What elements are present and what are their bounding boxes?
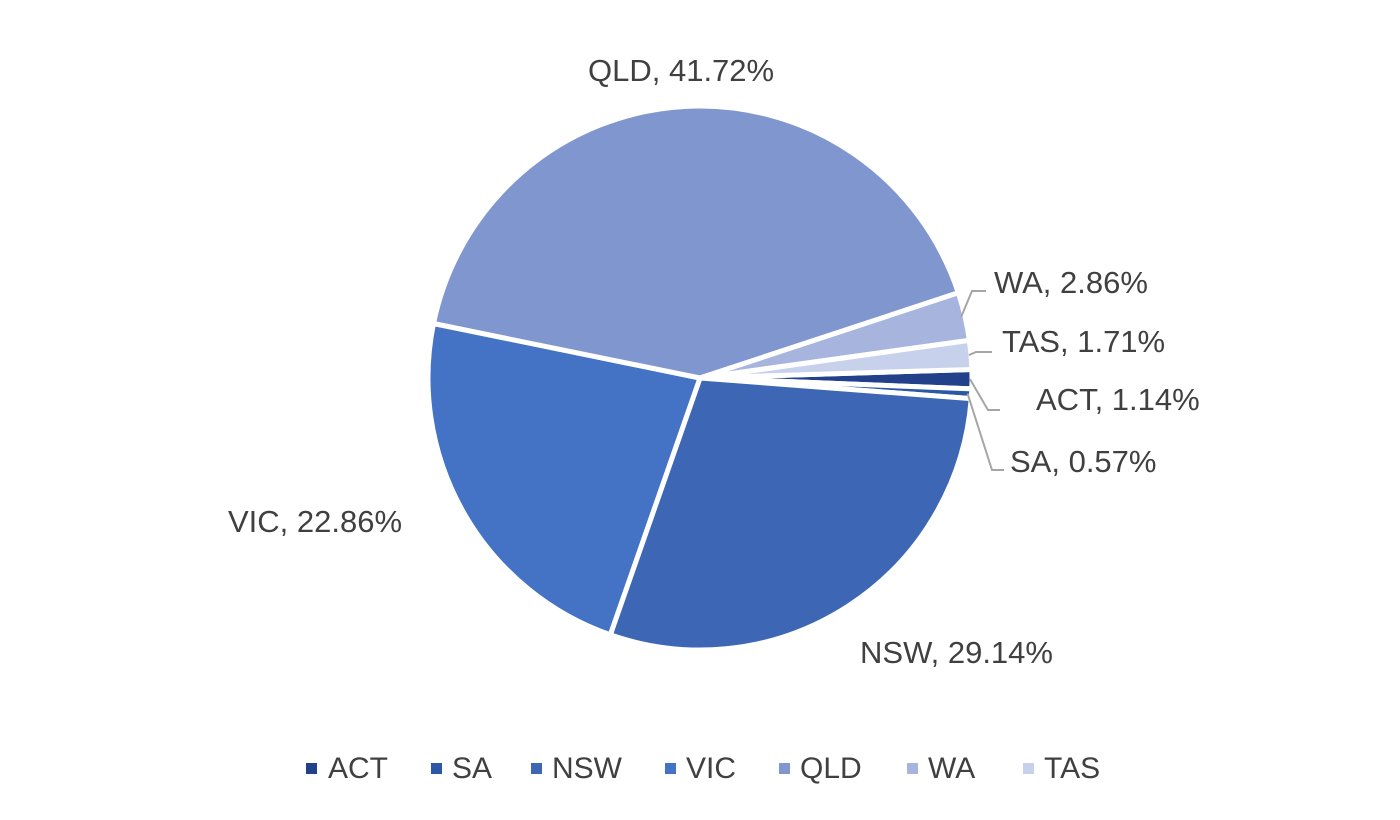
leader-line-tas (968, 351, 992, 356)
legend-item-vic: VIC (665, 752, 736, 785)
data-label-tas: TAS, 1.71% (1002, 324, 1165, 359)
pie-slices (425, 103, 975, 653)
legend-label-sa: SA (452, 752, 492, 785)
slice-nsw (607, 375, 974, 653)
leader-line-act (969, 378, 1000, 411)
data-label-qld: QLD, 41.72% (588, 53, 774, 88)
data-label-wa: WA, 2.86% (994, 265, 1148, 300)
legend-item-nsw: NSW (531, 752, 623, 785)
legend-item-qld: QLD (779, 752, 862, 785)
legend: ACT SA NSW VIC QLD WA (306, 752, 1100, 785)
legend-label-wa: WA (928, 752, 975, 785)
legend-swatch-wa (907, 763, 918, 774)
legend-swatch-tas (1023, 763, 1034, 774)
legend-label-nsw: NSW (552, 752, 623, 785)
slice-vic (425, 321, 703, 638)
data-labels: ACT, 1.14% SA, 0.57% NSW, 29.14% VIC, 22… (228, 53, 1200, 670)
legend-item-act: ACT (306, 752, 388, 785)
legend-label-vic: VIC (686, 752, 736, 785)
legend-swatch-act (306, 763, 317, 774)
legend-swatch-vic (665, 763, 676, 774)
slice-qld (431, 103, 961, 381)
data-label-nsw: NSW, 29.14% (860, 635, 1053, 670)
data-label-sa: SA, 0.57% (1010, 444, 1156, 479)
leader-line-wa (960, 290, 986, 318)
data-label-act: ACT, 1.14% (1036, 382, 1200, 417)
data-label-vic: VIC, 22.86% (228, 504, 402, 539)
legend-label-tas: TAS (1044, 752, 1100, 785)
legend-label-act: ACT (328, 752, 388, 785)
legend-item-tas: TAS (1023, 752, 1100, 785)
legend-swatch-nsw (531, 763, 542, 774)
legend-swatch-qld (779, 763, 790, 774)
legend-item-wa: WA (907, 752, 975, 785)
legend-swatch-sa (431, 763, 442, 774)
leader-lines (960, 290, 1004, 471)
leader-line-sa (966, 393, 1004, 471)
legend-label-qld: QLD (800, 752, 862, 785)
legend-item-sa: SA (431, 752, 492, 785)
